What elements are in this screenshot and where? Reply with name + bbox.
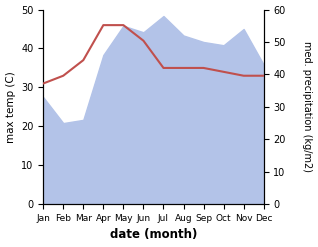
Y-axis label: max temp (C): max temp (C) [5,71,16,143]
X-axis label: date (month): date (month) [110,228,197,242]
Y-axis label: med. precipitation (kg/m2): med. precipitation (kg/m2) [302,41,313,172]
